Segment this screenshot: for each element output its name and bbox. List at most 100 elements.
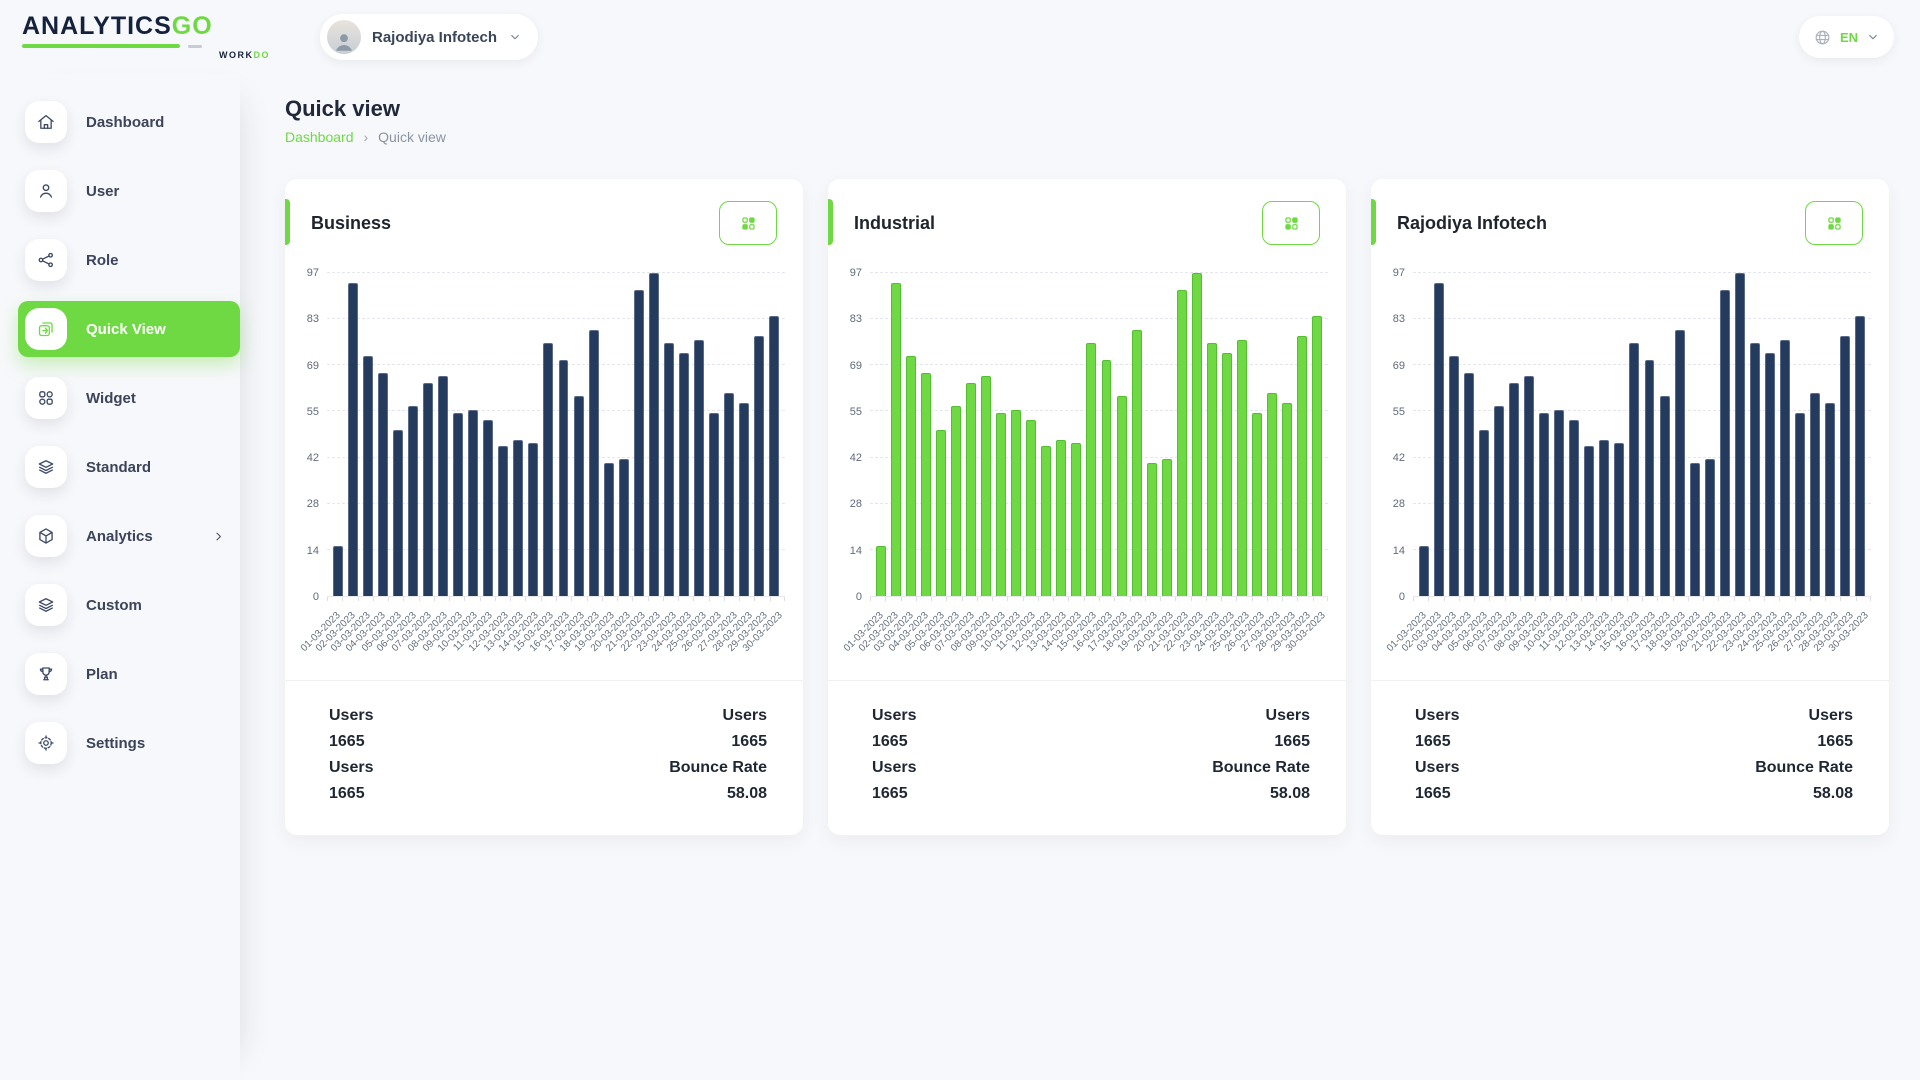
x-tick (632, 597, 634, 601)
sidebar-item-widget[interactable]: Widget (18, 370, 240, 426)
sidebar-icon-box (25, 515, 67, 557)
sidebar-icon-box (25, 446, 67, 488)
x-tick (1703, 597, 1705, 601)
bar-slot (1476, 273, 1491, 596)
sidebar-item-settings[interactable]: Settings (18, 715, 240, 771)
bar-slot (1054, 273, 1069, 596)
bar-slot (1144, 273, 1159, 596)
x-tick (1535, 597, 1537, 601)
stat-label: Users (1265, 707, 1310, 724)
bar (1222, 352, 1232, 596)
x-tick (1129, 597, 1131, 601)
bar (1780, 339, 1790, 596)
breadcrumb-dashboard-link[interactable]: Dashboard (285, 129, 354, 145)
card-grid-button[interactable] (719, 201, 777, 245)
bar-slot (1219, 273, 1234, 596)
x-tick (1870, 597, 1871, 601)
stat-value: 1665 (872, 785, 908, 802)
x-tick (494, 597, 496, 601)
x-tick (617, 597, 619, 601)
bar (1614, 442, 1625, 596)
x-tick (1099, 597, 1100, 601)
y-axis: 0 14 28 42 55 69 83 97 (838, 267, 870, 603)
stats-section: Users 1665 Users 1665 Users 1665 Bounce Rate 5… (1371, 681, 1889, 835)
x-tick (1144, 597, 1146, 601)
sidebar-item-custom[interactable]: Custom (18, 577, 240, 633)
bar-slot (375, 273, 390, 596)
bar (724, 392, 735, 596)
bar (1810, 392, 1821, 596)
sidebar-icon-box (25, 653, 67, 695)
workspace-selector[interactable]: Rajodiya Infotech (320, 14, 539, 60)
bar-slot (1174, 273, 1189, 596)
bar (1448, 356, 1459, 596)
bar-slot (1114, 273, 1129, 596)
grid-line (1413, 364, 1871, 366)
bar-slot (1537, 273, 1552, 596)
x-tick (1297, 597, 1299, 601)
bar-slot (1762, 273, 1777, 596)
x-tick (464, 597, 466, 601)
bar (1689, 462, 1700, 596)
x-ticks (327, 597, 785, 602)
language-selector[interactable]: EN (1798, 16, 1894, 58)
x-tick (1550, 597, 1552, 601)
bar (1795, 412, 1806, 596)
x-tick (1580, 597, 1582, 601)
x-tick (1266, 597, 1268, 601)
x-ticks (1413, 597, 1871, 602)
x-tick (739, 597, 741, 601)
sidebar-item-analytics[interactable]: Analytics (18, 508, 240, 564)
bar-slot (1250, 273, 1265, 596)
sidebar-item-quick-view[interactable]: Quick View (18, 301, 240, 357)
sidebar-item-user[interactable]: User (18, 163, 240, 219)
y-tick-label: 14 (1392, 544, 1405, 557)
sidebar-item-role[interactable]: Role (18, 232, 240, 288)
bar-slot (994, 273, 1009, 596)
card-grid-button[interactable] (1262, 201, 1320, 245)
bar (709, 412, 720, 596)
chevron-down-icon (1866, 30, 1880, 44)
x-tick (1611, 597, 1613, 601)
sidebar-icon-box (25, 308, 67, 350)
card-grid-button[interactable] (1805, 201, 1863, 245)
grid-line (327, 272, 785, 273)
bar (1267, 392, 1278, 596)
bar (875, 546, 886, 596)
sidebar-item-standard[interactable]: Standard (18, 439, 240, 495)
logo-accent: GO (171, 12, 213, 40)
sidebar-item-plan[interactable]: Plan (18, 646, 240, 702)
grid-line (870, 502, 1328, 504)
grid-line (870, 318, 1328, 320)
bar (558, 359, 569, 596)
sidebar-item-dashboard[interactable]: Dashboard (18, 94, 240, 150)
x-tick (870, 597, 871, 601)
stats-right-column: Users 1665 Bounce Rate 58.08 (669, 707, 767, 803)
bar-slot (948, 273, 963, 596)
x-tick (1312, 597, 1314, 601)
bar (1116, 396, 1127, 596)
x-tick (1428, 597, 1430, 601)
bar (1176, 289, 1187, 596)
bar-slot (1552, 273, 1567, 596)
bar-slot (646, 273, 661, 596)
bar-slot (707, 273, 722, 596)
stat-value: 1665 (1415, 733, 1451, 750)
quick-view-card: Rajodiya Infotech 0 14 28 42 55 69 83 97 01-03-… (1371, 179, 1889, 835)
bar (1433, 283, 1444, 596)
stats-left-column: Users 1665 Users 1665 (872, 707, 916, 803)
bar (618, 459, 629, 596)
bar-slot (1159, 273, 1174, 596)
sidebar-item-label: Dashboard (86, 113, 165, 131)
sidebar-item-label: Role (86, 251, 119, 269)
trophy-icon (36, 664, 56, 684)
x-tick (885, 597, 887, 601)
bar (407, 406, 418, 596)
sidebar-icon-box (25, 722, 67, 764)
bar-slot (963, 273, 978, 596)
x-tick (1327, 597, 1328, 601)
bar-slot (1099, 273, 1114, 596)
x-tick (1236, 597, 1238, 601)
logo-underline-dash (188, 44, 202, 48)
x-tick (1022, 597, 1024, 601)
